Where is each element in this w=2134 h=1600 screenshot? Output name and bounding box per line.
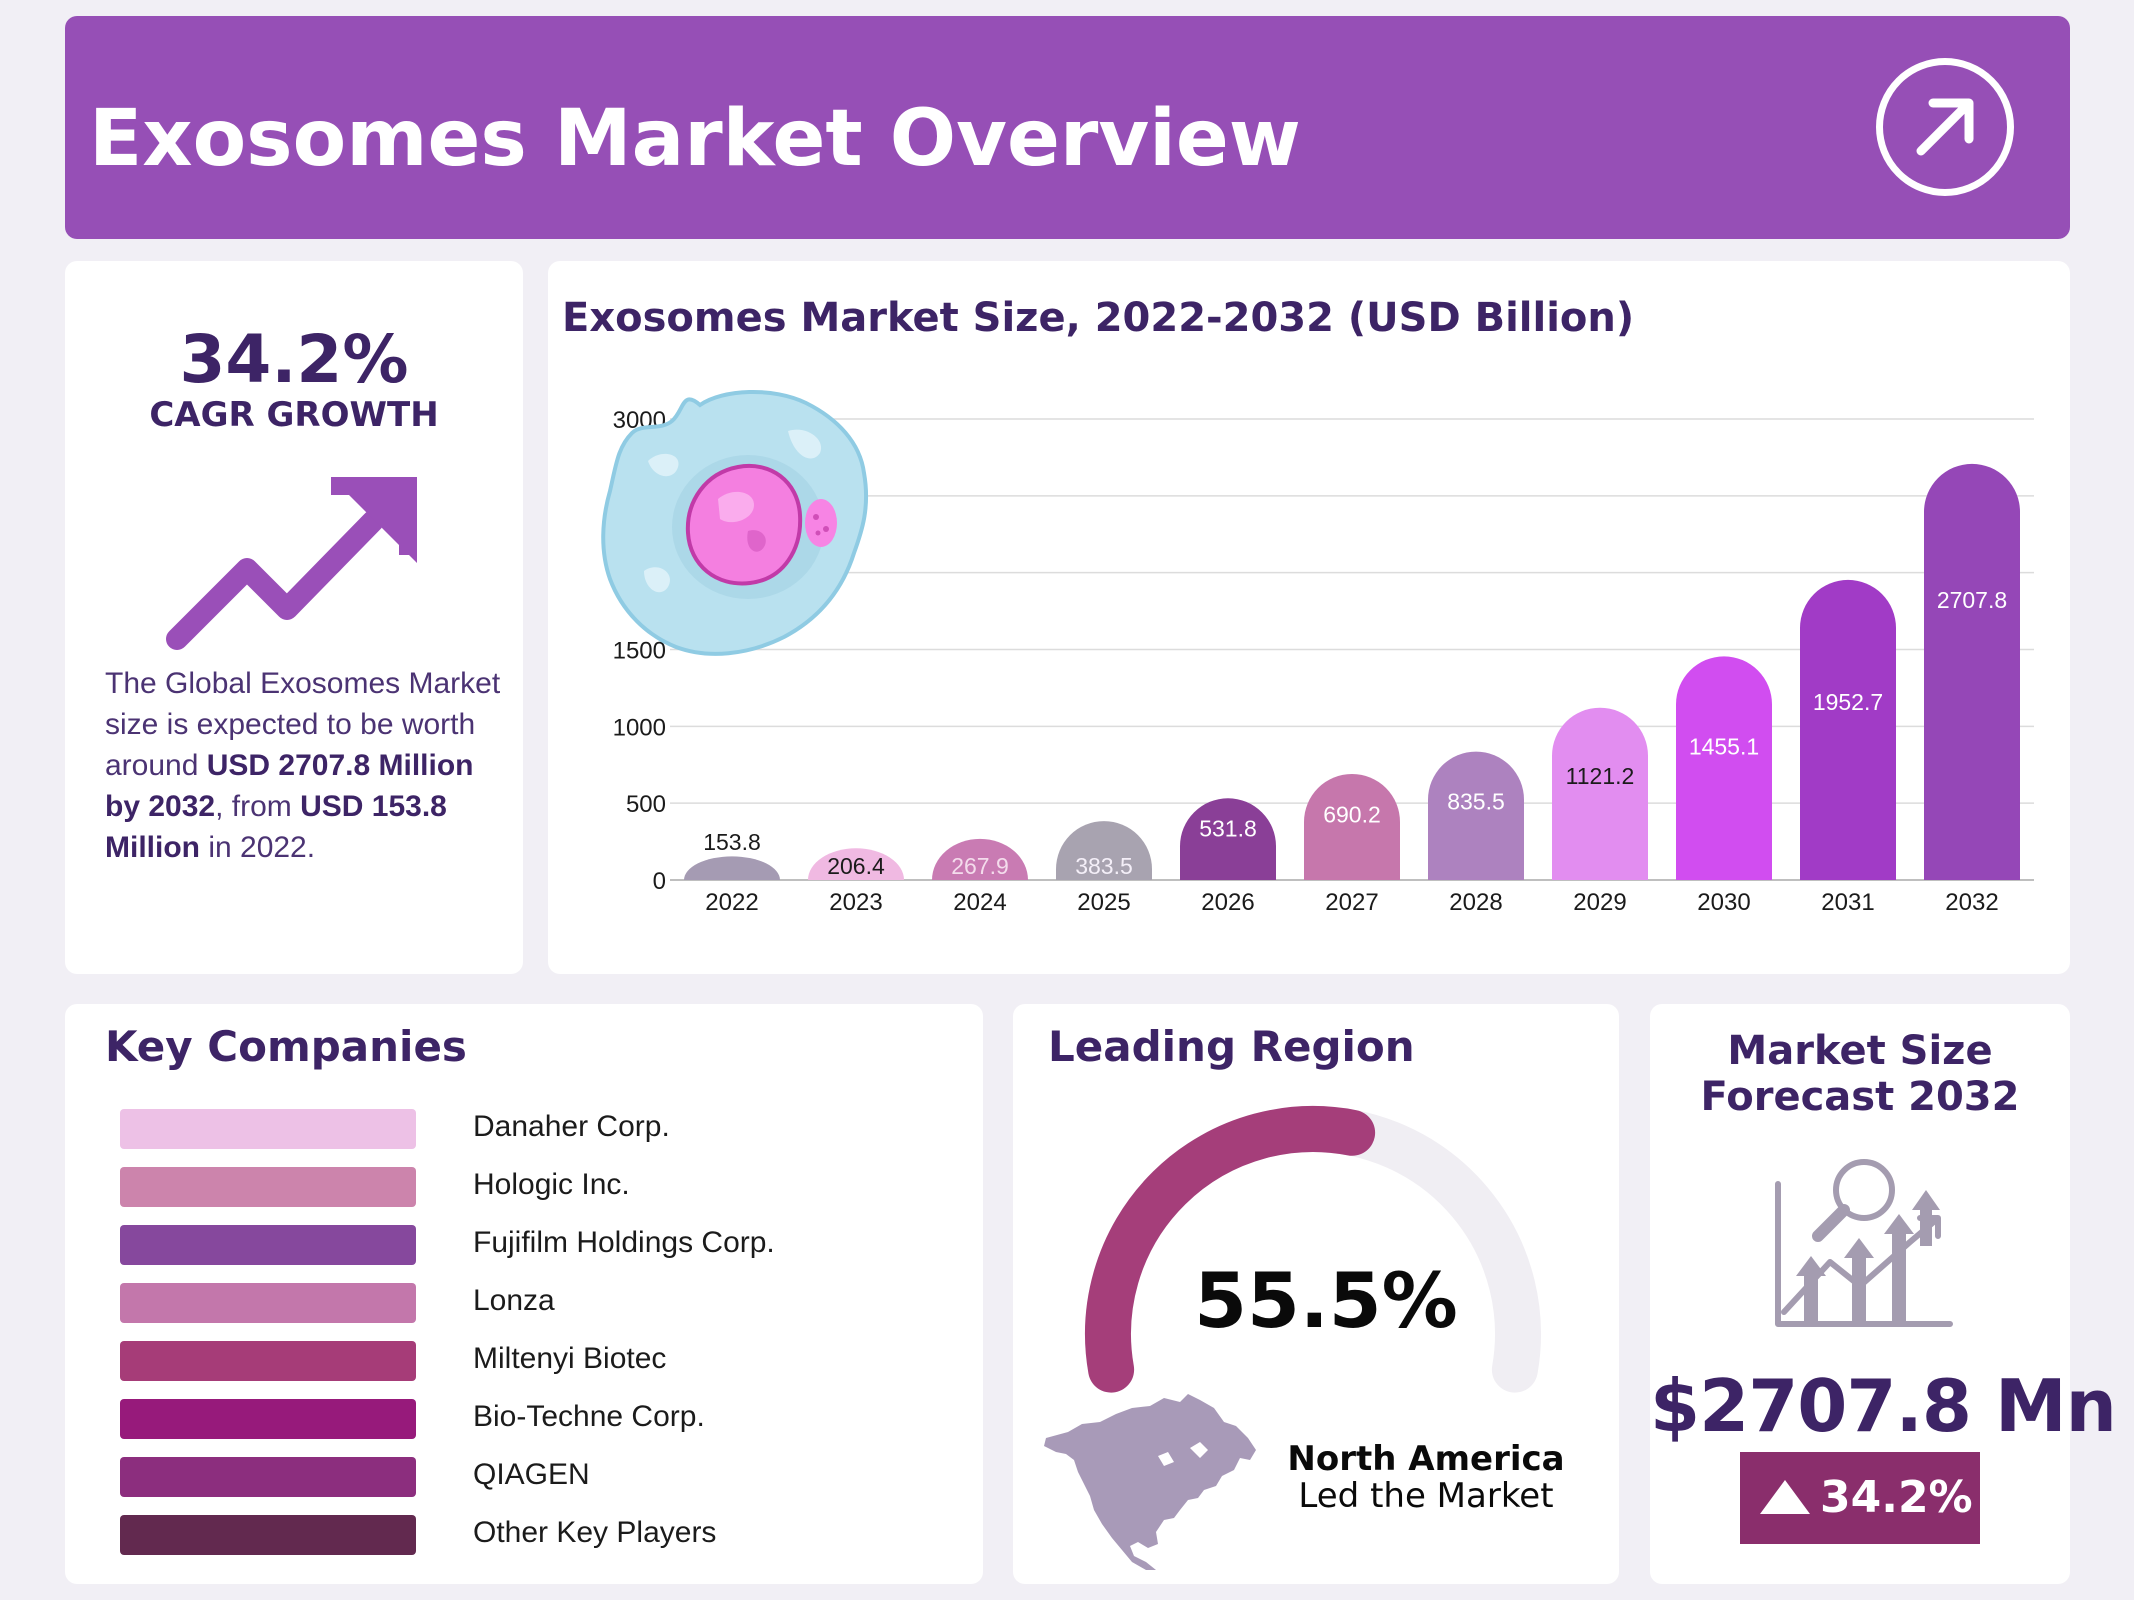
bar-value-label: 2707.8 <box>1937 587 2007 613</box>
key-companies-card: Key Companies Danaher Corp. Hologic Inc. F… <box>65 1004 983 1584</box>
company-color-swatch <box>120 1225 416 1265</box>
bar-2023 <box>808 848 904 880</box>
forecast-title: Market Size Forecast 2032 <box>1650 1028 2070 1120</box>
bar-value-label: 1121.2 <box>1566 763 1635 789</box>
company-name: Other Key Players <box>473 1516 717 1549</box>
companies-title: Key Companies <box>105 1022 467 1071</box>
leading-region-card: Leading Region 55.5% North America Led t… <box>1013 1004 1619 1584</box>
market-size-bar-chart: 050010001500200025003000 153.82022206.42… <box>601 389 2034 916</box>
x-tick-label: 2022 <box>705 889 758 916</box>
company-row: Bio-Techne Corp. <box>120 1399 880 1439</box>
company-color-swatch <box>120 1167 416 1207</box>
bar-2030 <box>1676 656 1772 880</box>
x-tick-label: 2025 <box>1077 889 1130 916</box>
cagr-desc-part: The Global Exosomes Market size is expec… <box>105 667 501 782</box>
forecast-title-line-2: Forecast 2032 <box>1700 1074 2020 1120</box>
bar-value-label: 690.2 <box>1323 801 1381 827</box>
cell-illustration <box>601 389 869 656</box>
bar-2027 <box>1304 773 1400 880</box>
growth-badge: 34.2% <box>1740 1452 1980 1544</box>
company-name: Danaher Corp. <box>473 1110 670 1143</box>
cagr-desc-bold: USD 2707.8 Million by 2032 <box>105 749 474 823</box>
company-color-swatch <box>120 1399 416 1439</box>
bar-value-label: 835.5 <box>1447 789 1505 815</box>
company-name: Bio-Techne Corp. <box>473 1400 705 1433</box>
market-size-chart-card: Exosomes Market Size, 2022-2032 (USD Bil… <box>548 261 2070 974</box>
cagr-value: 34.2% <box>179 321 409 398</box>
trend-up-icon <box>166 477 417 650</box>
x-tick-label: 2032 <box>1945 889 1998 916</box>
company-name: Lonza <box>473 1284 555 1317</box>
company-name: Miltenyi Biotec <box>473 1342 667 1375</box>
growth-badge-value: 34.2% <box>1820 1472 1973 1523</box>
x-tick-label: 2028 <box>1449 889 1502 916</box>
bar-2022 <box>684 856 780 880</box>
x-tick-label: 2023 <box>829 889 882 916</box>
chart-title: Exosomes Market Size, 2022-2032 (USD Bil… <box>562 295 1635 341</box>
bar-2032 <box>1924 463 2020 880</box>
company-name: QIAGEN <box>473 1458 590 1491</box>
company-row: Danaher Corp. <box>120 1109 880 1149</box>
bar-2028 <box>1428 751 1524 880</box>
company-color-swatch <box>120 1109 416 1149</box>
cagr-desc-part: , from <box>215 790 301 823</box>
growth-analytics-icon <box>1775 1159 1953 1327</box>
y-tick-label: 1000 <box>613 714 666 741</box>
company-name: Hologic Inc. <box>473 1168 630 1201</box>
y-tick-label: 500 <box>626 791 666 818</box>
cagr-card: 34.2% CAGR GROWTH The Global Exosomes Ma… <box>65 261 523 974</box>
bar-value-label: 153.8 <box>703 829 761 855</box>
company-color-swatch <box>120 1515 416 1555</box>
arrow-up-right-icon[interactable] <box>1876 58 2014 196</box>
north-america-map-icon <box>1044 1394 1256 1570</box>
company-row: QIAGEN <box>120 1457 880 1497</box>
cagr-label: CAGR GROWTH <box>149 395 439 435</box>
triangle-up-icon <box>1760 1480 1810 1514</box>
x-tick-label: 2029 <box>1573 889 1626 916</box>
bar-2025 <box>1056 821 1152 880</box>
cagr-description: The Global Exosomes Market size is expec… <box>105 663 505 868</box>
company-row: Lonza <box>120 1283 880 1323</box>
region-title: Leading Region <box>1048 1022 1415 1071</box>
company-name: Fujifilm Holdings Corp. <box>473 1226 775 1259</box>
forecast-title-line-1: Market Size <box>1727 1028 1993 1074</box>
x-tick-label: 2030 <box>1697 889 1750 916</box>
region-name: North America <box>1287 1439 1565 1479</box>
header-banner: Exosomes Market Overview <box>65 16 2070 239</box>
gauge-fill <box>1085 1106 1376 1393</box>
bar-2026 <box>1180 798 1276 880</box>
y-tick-label: 0 <box>653 868 666 895</box>
company-row: Hologic Inc. <box>120 1167 880 1207</box>
region-share-value: 55.5% <box>1194 1256 1458 1345</box>
region-share-gauge <box>1085 1106 1541 1393</box>
company-color-swatch <box>120 1341 416 1381</box>
region-subtitle: Led the Market <box>1298 1476 1554 1516</box>
x-tick-label: 2031 <box>1821 889 1874 916</box>
bar-value-label: 531.8 <box>1199 816 1257 842</box>
bar-value-label: 1455.1 <box>1689 733 1759 759</box>
company-color-swatch <box>120 1283 416 1323</box>
y-tick-label: 1500 <box>613 638 666 665</box>
company-row: Other Key Players <box>120 1515 880 1555</box>
company-row: Miltenyi Biotec <box>120 1341 880 1381</box>
cagr-desc-bold: USD 153.8 Million <box>105 790 447 864</box>
company-color-swatch <box>120 1457 416 1497</box>
x-tick-label: 2024 <box>953 889 1006 916</box>
bar-value-label: 383.5 <box>1075 853 1133 879</box>
forecast-value: $2707.8 Mn <box>1650 1364 2117 1448</box>
cagr-desc-part: in 2022. <box>199 831 316 864</box>
x-tick-label: 2027 <box>1325 889 1378 916</box>
bar-value-label: 267.9 <box>951 853 1009 879</box>
market-size-forecast-card: Market Size Forecast 2032 $2707.8 Mn 34.… <box>1650 1004 2117 1584</box>
bar-2029 <box>1552 707 1648 880</box>
bar-value-label: 206.4 <box>827 853 885 879</box>
bar-2024 <box>932 838 1028 880</box>
bar-value-label: 1952.7 <box>1813 689 1883 715</box>
x-tick-label: 2026 <box>1201 889 1254 916</box>
company-row: Fujifilm Holdings Corp. <box>120 1225 880 1265</box>
page-title: Exosomes Market Overview <box>89 94 1301 184</box>
bar-2031 <box>1800 579 1896 880</box>
